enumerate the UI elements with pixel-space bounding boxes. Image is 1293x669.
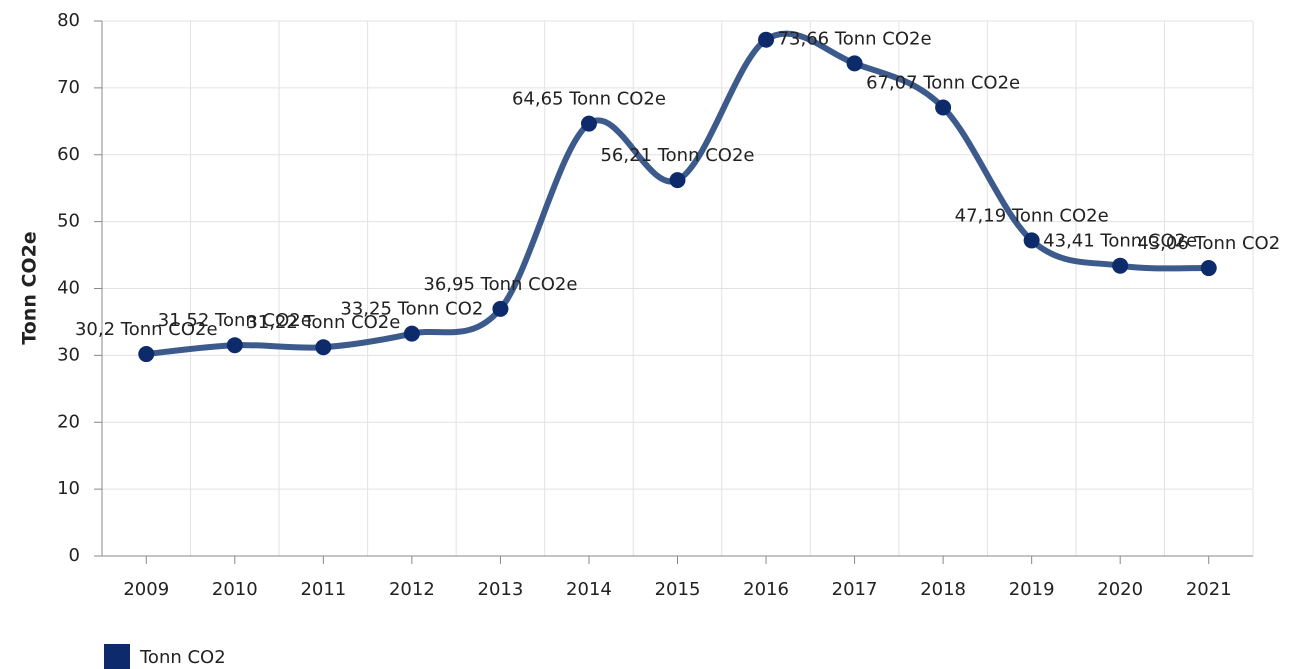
y-tick-label: 10 [57, 478, 80, 499]
legend-label: Tonn CO2 [139, 647, 226, 668]
x-tick-label: 2014 [566, 579, 612, 600]
data-label: 36,95 Tonn CO2e [423, 274, 577, 295]
x-tick-label: 2009 [123, 579, 169, 600]
x-tick-label: 2011 [300, 579, 346, 600]
marker [1023, 232, 1040, 249]
legend-swatch [104, 644, 130, 669]
x-tick-label: 2017 [832, 579, 878, 600]
y-tick-label: 0 [69, 545, 80, 566]
x-tick-label: 2016 [743, 579, 789, 600]
data-label: 47,19 Tonn CO2e [955, 205, 1109, 226]
y-tick-label: 50 [57, 211, 80, 232]
marker [758, 31, 775, 48]
x-tick-label: 2015 [655, 579, 701, 600]
x-tick-label: 2019 [1009, 579, 1055, 600]
y-tick-label: 60 [57, 144, 80, 165]
marker [315, 339, 332, 356]
marker [580, 115, 597, 132]
series-line [145, 30, 1209, 358]
marker [403, 325, 420, 342]
marker [138, 346, 155, 363]
x-tick-label: 2020 [1097, 579, 1143, 600]
x-tick-label: 2021 [1186, 579, 1232, 600]
marker [492, 300, 509, 317]
marker [226, 337, 243, 354]
x-tick-label: 2013 [478, 579, 524, 600]
data-label: 31,52 Tonn CO2e [158, 310, 312, 331]
y-tick-label: 80 [57, 10, 80, 31]
marker [1200, 260, 1217, 277]
y-axis-label: Tonn CO2e [19, 231, 41, 344]
x-tick-label: 2018 [920, 579, 966, 600]
x-tick-label: 2012 [389, 579, 435, 600]
data-label: 33,25 Tonn CO2 [340, 299, 483, 320]
marker [669, 172, 686, 189]
data-label: 43,06 Tonn CO2 [1137, 233, 1280, 254]
data-label: 30,2 Tonn CO2e [75, 319, 218, 340]
y-tick-label: 70 [57, 77, 80, 98]
data-label: 67,07 Tonn CO2e [866, 72, 1020, 93]
marker [846, 55, 863, 72]
data-label: 56,21 Tonn CO2e [600, 145, 754, 166]
x-tick-label: 2010 [212, 579, 258, 600]
marker [935, 99, 952, 116]
data-label: 64,65 Tonn CO2e [512, 89, 666, 110]
data-label: 31,22 Tonn CO2e [246, 312, 400, 333]
data-label: 43,41 Tonn CO2e [1043, 231, 1197, 252]
y-tick-label: 20 [57, 411, 80, 432]
marker [1112, 257, 1129, 274]
y-tick-label: 30 [57, 344, 80, 365]
y-tick-label: 40 [57, 278, 80, 299]
data-label: 73,66 Tonn CO2e [778, 28, 932, 49]
